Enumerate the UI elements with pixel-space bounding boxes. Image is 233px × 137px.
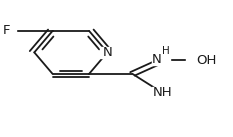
Text: N: N bbox=[103, 46, 112, 59]
Text: H: H bbox=[162, 46, 170, 56]
Bar bbox=[186, 55, 206, 66]
Text: N: N bbox=[151, 53, 161, 66]
Bar bbox=[152, 87, 172, 98]
Text: F: F bbox=[3, 24, 10, 37]
Bar bbox=[100, 47, 115, 58]
Bar bbox=[7, 26, 16, 36]
Bar bbox=[152, 54, 170, 65]
Text: OH: OH bbox=[196, 54, 216, 67]
Text: NH: NH bbox=[152, 86, 172, 99]
